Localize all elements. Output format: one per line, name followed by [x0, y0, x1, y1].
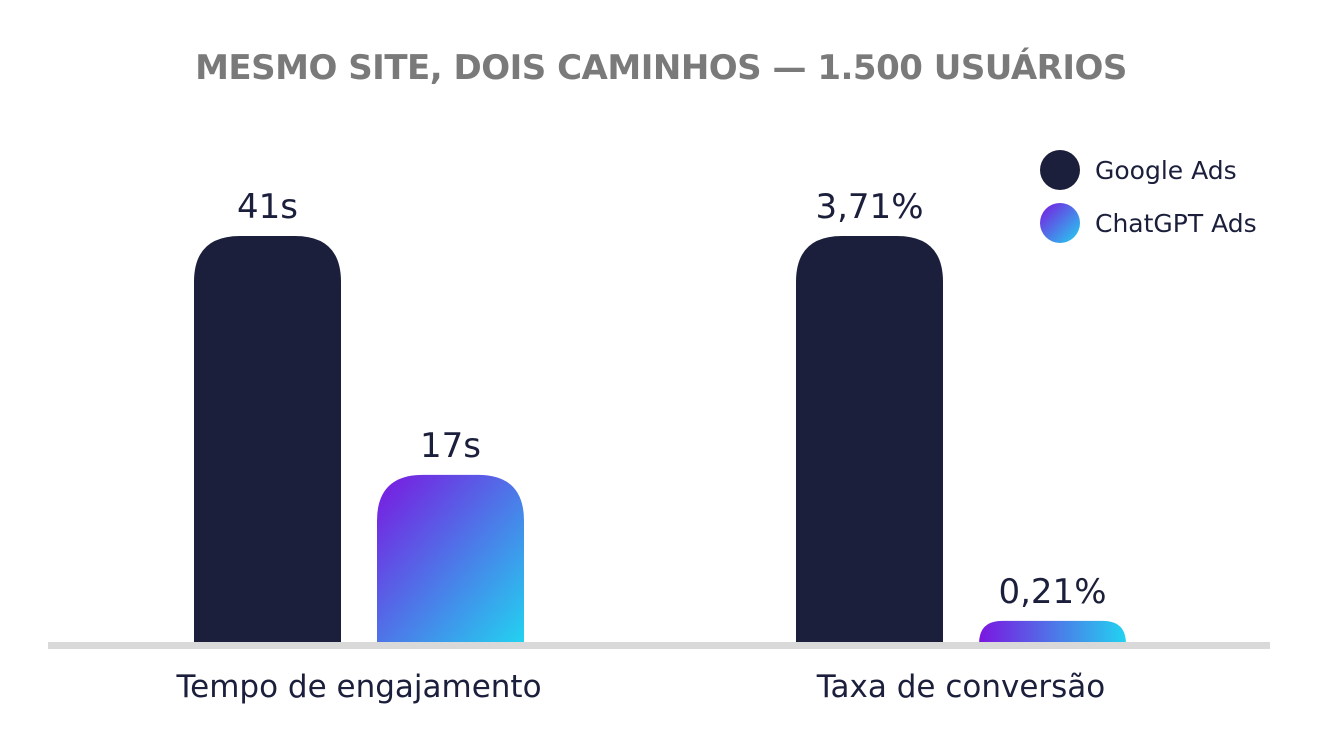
bar-google-ads-taxa-de-conversao: [796, 236, 943, 644]
data-label-google-ads-taxa-de-conversao: 3,71%: [815, 187, 923, 227]
data-label-chatgpt-ads-tempo-de-engajamento: 17s: [420, 426, 481, 466]
baseline: [48, 642, 1270, 649]
legend: Google Ads ChatGPT Ads: [1040, 150, 1310, 256]
data-label-google-ads-tempo-de-engajamento: 41s: [237, 187, 298, 227]
data-label-chatgpt-ads-taxa-de-conversao: 0,21%: [998, 572, 1106, 612]
legend-item-chatgpt-ads: ChatGPT Ads: [1040, 203, 1310, 243]
legend-item-google-ads: Google Ads: [1040, 150, 1310, 190]
category-label-taxa-de-conversao: Taxa de conversão: [816, 669, 1106, 705]
category-label-tempo-de-engajamento: Tempo de engajamento: [175, 669, 541, 705]
bar-chatgpt-ads-taxa-de-conversao: [979, 620, 1126, 644]
chart-title: MESMO SITE, DOIS CAMINHOS — 1.500 USUÁRI…: [195, 48, 1127, 88]
legend-label-chatgpt-ads: ChatGPT Ads: [1095, 208, 1257, 238]
bars-layer: [194, 236, 1126, 644]
bar-chatgpt-ads-tempo-de-engajamento: [377, 474, 524, 644]
labels-layer: 41s 17s Tempo de engajamento 3,71% 0,21% Taxa…: [175, 187, 1106, 705]
bar-google-ads-tempo-de-engajamento: [194, 236, 341, 644]
legend-swatch-google-ads: [1040, 150, 1080, 190]
legend-swatch-chatgpt-ads: [1040, 203, 1080, 243]
legend-label-google-ads: Google Ads: [1095, 155, 1237, 185]
